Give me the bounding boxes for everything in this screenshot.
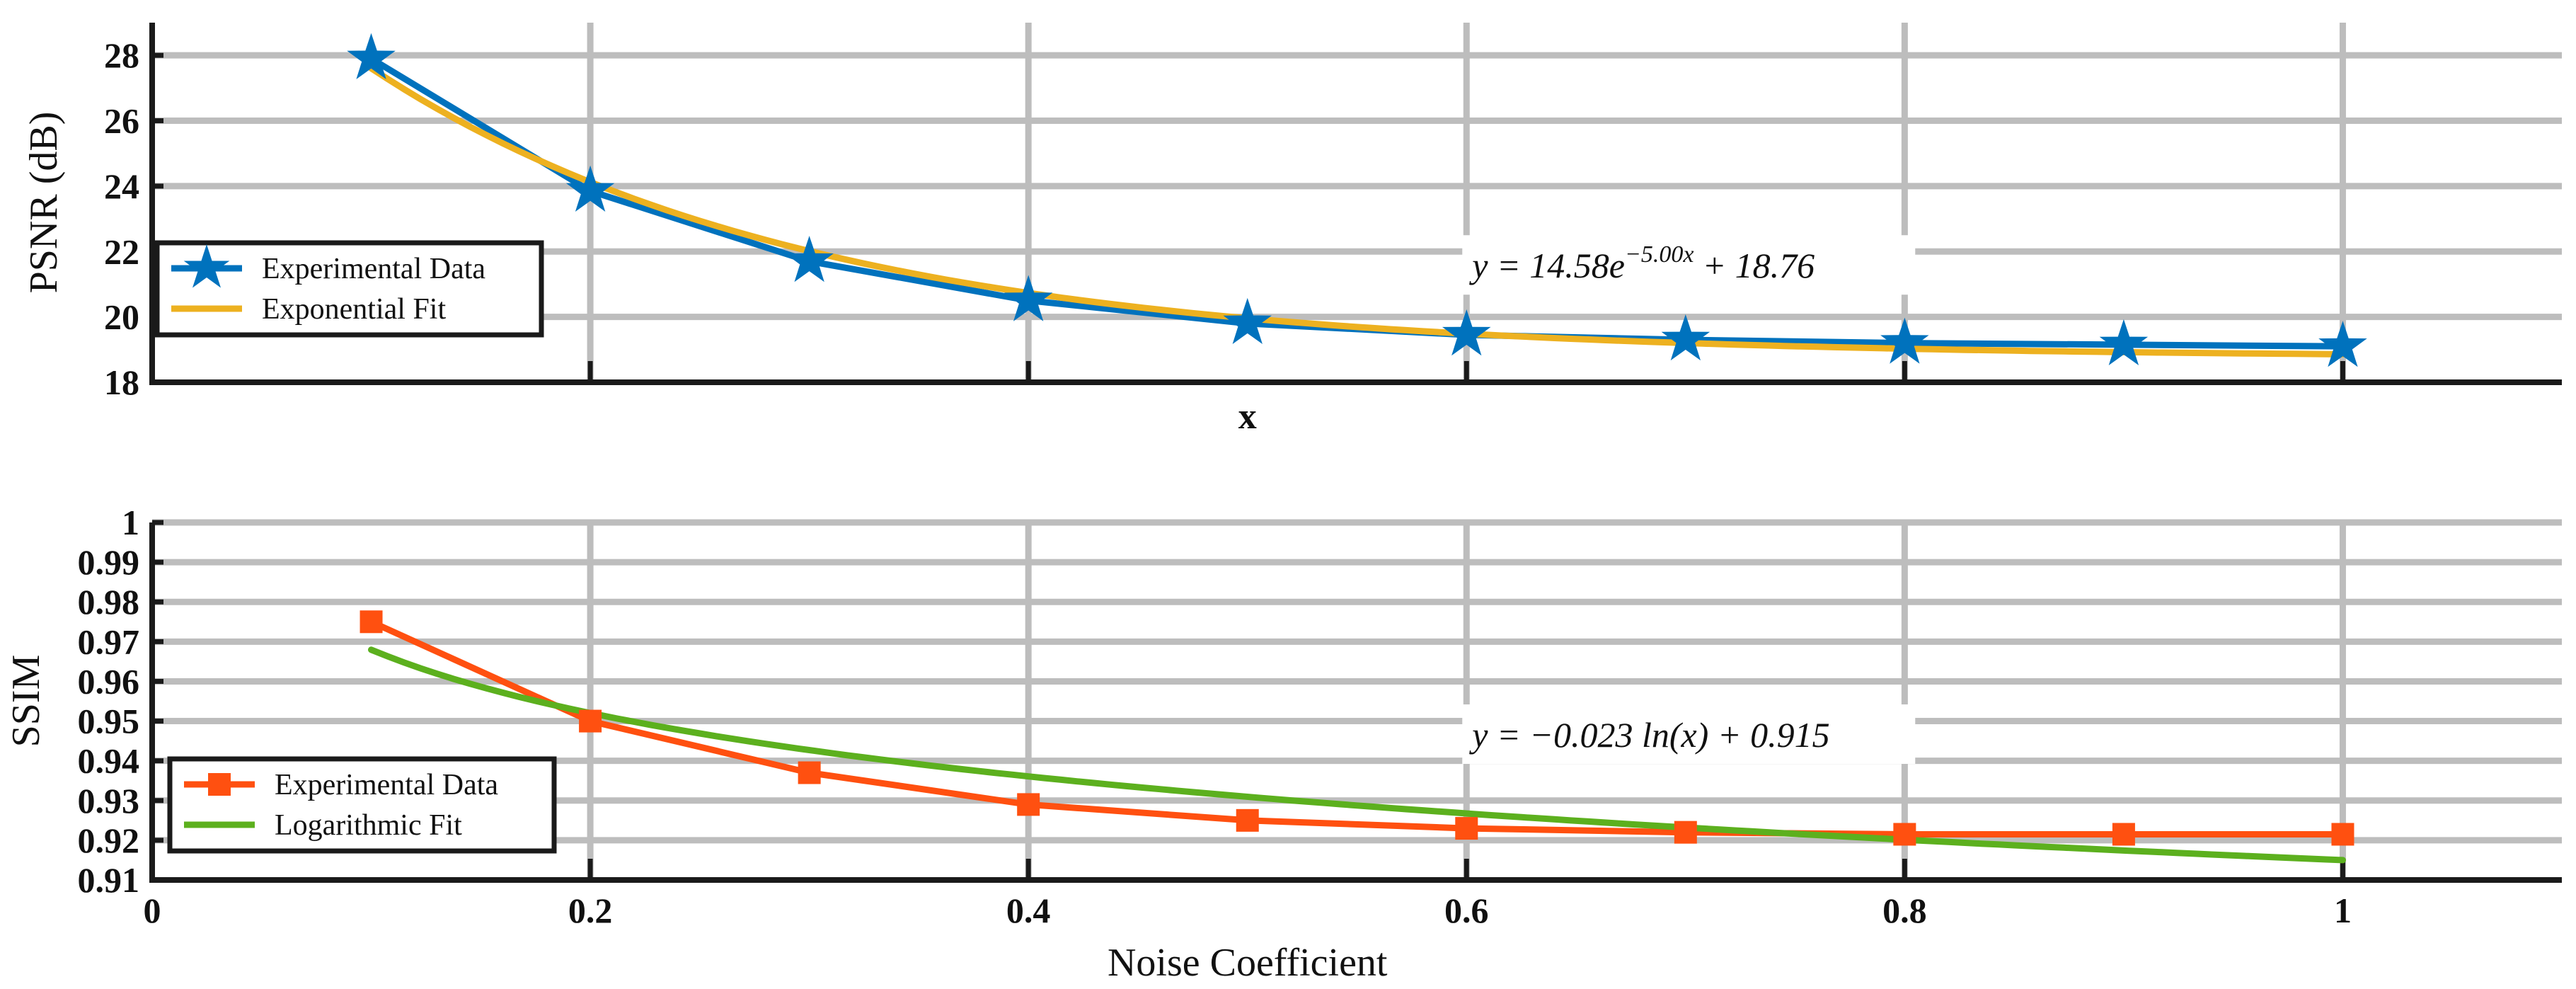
- x-tick-label: 0.2: [568, 891, 613, 930]
- x-axis-title: Noise Coefficient: [1108, 941, 1388, 985]
- legend-label: Logarithmic Fit: [275, 809, 462, 842]
- x-tick-label: 0.4: [1006, 891, 1051, 930]
- data-point-square: [798, 761, 821, 784]
- x-tick-label: 0.8: [1882, 891, 1927, 930]
- data-point-star: [347, 33, 396, 79]
- legend-label: Experimental Data: [275, 769, 498, 801]
- y-axis-title: PSNR (dB): [22, 112, 66, 294]
- y-tick-label: 1: [122, 503, 139, 542]
- equation-box: [1462, 704, 1916, 765]
- data-point-star: [1661, 314, 1710, 361]
- y-tick-label: 18: [104, 362, 139, 402]
- y-tick-label: 0.91: [78, 860, 140, 900]
- equation-lhs: y = 14.58e: [1468, 246, 1625, 285]
- y-tick-label: 0.95: [78, 702, 140, 741]
- experimental-data-line: [369, 55, 2343, 350]
- data-point-star: [1880, 317, 1929, 364]
- legend-box: [167, 756, 557, 854]
- x-tick-label: 0: [144, 891, 161, 930]
- psnr-chart: 18 20 22 24 26 28 PSNR (dB) x y = 14.58e−5.00x + …: [22, 23, 2562, 437]
- y-tick-label: 22: [104, 231, 139, 271]
- equation-rhs: + 18.76: [1702, 246, 1815, 285]
- data-point-star: [785, 236, 834, 282]
- y-tick-label: 0.99: [78, 542, 140, 582]
- y-tick-label: 0.93: [78, 781, 140, 821]
- data-point-star: [1004, 275, 1053, 321]
- data-point-square: [1455, 817, 1478, 840]
- data-point-star: [2099, 319, 2149, 365]
- y-tick-label: 0.94: [78, 741, 140, 781]
- equation-box: [1462, 235, 1916, 295]
- equation-text: y = −0.023 ln(x) + 0.915: [1468, 715, 1829, 755]
- legend-star-icon: [183, 244, 230, 288]
- data-point-square: [2331, 823, 2354, 846]
- y-tick-label: 0.96: [78, 661, 140, 701]
- data-point-square: [1017, 793, 1040, 816]
- equation-text: y = 14.58e−5.00x + 18.76: [1468, 241, 1815, 285]
- data-point-square: [1236, 808, 1259, 832]
- data-point-square: [1893, 823, 1916, 846]
- y-axis-title: SSIM: [4, 655, 48, 748]
- data-point-square: [579, 709, 602, 733]
- y-tick-label: 0.97: [78, 622, 140, 661]
- data-point-star: [1442, 309, 1491, 356]
- data-point-square: [2112, 823, 2135, 846]
- legend-label: Exponential Fit: [262, 293, 446, 326]
- y-tick-label: 0.98: [78, 582, 140, 622]
- data-point-star: [565, 165, 615, 212]
- legend-label: Experimental Data: [262, 253, 485, 285]
- data-point-star: [2318, 321, 2367, 367]
- equation-exponent: −5.00x: [1625, 241, 1694, 268]
- fit-line: [368, 65, 2346, 358]
- data-point-star: [1223, 297, 1272, 344]
- x-tick-label: 1: [2334, 891, 2352, 930]
- legend-square-icon: [208, 773, 231, 796]
- legend-box: [154, 240, 544, 338]
- y-tick-label: 20: [104, 297, 139, 337]
- fit-line: [368, 646, 2346, 864]
- y-tick-label: 28: [104, 35, 139, 75]
- y-tick-label: 0.92: [78, 821, 140, 860]
- experimental-data-line: [369, 619, 2343, 837]
- data-point-square: [360, 610, 383, 634]
- y-tick-label: 26: [104, 101, 139, 141]
- x-axis-title: x: [1238, 396, 1257, 437]
- y-tick-label: 24: [104, 166, 139, 206]
- data-point-square: [1674, 821, 1697, 844]
- x-tick-label: 0.6: [1444, 891, 1489, 930]
